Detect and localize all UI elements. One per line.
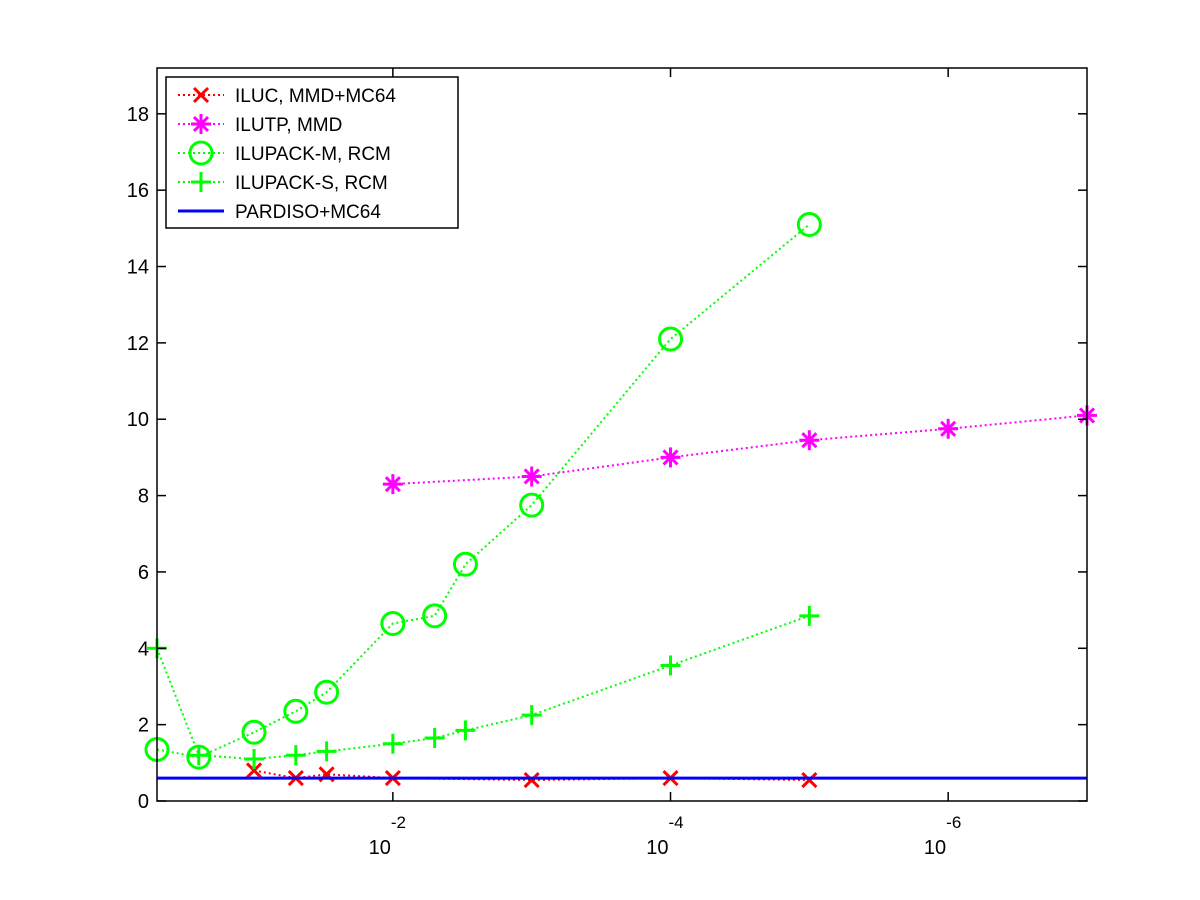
data-point xyxy=(799,605,820,626)
y-tick-label: 0 xyxy=(138,791,149,813)
y-tick-label: 16 xyxy=(127,180,149,202)
data-point xyxy=(285,745,306,766)
data-point xyxy=(314,679,340,705)
data-point xyxy=(521,705,542,726)
legend-entry: PARDISO+MC64 xyxy=(178,202,381,223)
y-tick-label: 8 xyxy=(138,486,149,508)
legend-marker xyxy=(188,140,214,166)
legend-marker xyxy=(191,114,211,134)
y-tick-label: 14 xyxy=(127,257,149,279)
marker-stroke xyxy=(523,771,540,789)
data-point xyxy=(241,719,267,745)
data-point xyxy=(521,466,542,487)
x-tick-label-base: 10 xyxy=(646,837,668,859)
legend-marker xyxy=(191,172,211,192)
marker-stroke xyxy=(662,449,679,466)
marker-stroke xyxy=(192,86,210,104)
y-tick-label: 2 xyxy=(138,715,149,737)
data-point xyxy=(316,741,337,762)
legend-entry: ILUTP, MMD xyxy=(178,114,342,136)
legend-label: ILUTP, MMD xyxy=(235,115,342,136)
y-tick-label: 4 xyxy=(138,638,149,660)
legend: ILUC, MMD+MC64 ILUTP, MMD ILUPACK-M, RCM IL… xyxy=(165,76,459,229)
data-point xyxy=(382,733,403,754)
legend-entry: ILUPACK-S, RCM xyxy=(178,172,388,194)
marker-stroke xyxy=(384,476,401,493)
data-point xyxy=(938,418,959,439)
legend-label: ILUPACK-S, RCM xyxy=(235,173,388,194)
legend-label: ILUC, MMD+MC64 xyxy=(235,86,396,107)
y-tick-label: 12 xyxy=(127,333,149,355)
series-2 xyxy=(382,405,1097,495)
x-tick-label-exponent: -4 xyxy=(669,813,684,832)
axes-box xyxy=(156,67,1088,802)
legend-entry: ILUC, MMD+MC64 xyxy=(178,86,396,107)
y-tick-label: 6 xyxy=(138,562,149,584)
legend-marker xyxy=(192,86,210,104)
series-line xyxy=(156,614,810,761)
series-layer xyxy=(144,212,1097,789)
x-tick-label-exponent: -6 xyxy=(946,813,961,832)
marker-stroke xyxy=(801,771,818,789)
data-point xyxy=(188,745,209,766)
data-point xyxy=(382,474,403,495)
y-tick-label: 10 xyxy=(127,409,149,431)
marker-stroke xyxy=(245,762,263,779)
marker-stroke xyxy=(801,432,818,449)
data-point xyxy=(799,430,820,451)
series-line xyxy=(392,414,1088,486)
data-point xyxy=(658,326,684,352)
data-point xyxy=(455,720,476,741)
legend-entry: ILUPACK-M, RCM xyxy=(178,140,391,166)
x-tick-label-base: 10 xyxy=(924,837,946,859)
x-tick-label-exponent: -2 xyxy=(391,813,406,832)
y-tick-label: 18 xyxy=(127,104,149,126)
marker-stroke xyxy=(940,420,957,437)
data-point xyxy=(660,655,681,676)
legend-label: ILUPACK-M, RCM xyxy=(235,144,391,165)
data-point xyxy=(245,762,263,779)
data-point xyxy=(283,698,309,724)
data-point xyxy=(424,728,445,749)
x-tick-label-base: 10 xyxy=(369,837,391,859)
data-point xyxy=(660,447,681,468)
data-point xyxy=(519,492,545,518)
data-point xyxy=(452,551,478,577)
data-point xyxy=(801,771,818,789)
marker-stroke xyxy=(523,468,540,485)
data-point xyxy=(796,212,822,238)
legend-label: PARDISO+MC64 xyxy=(235,202,381,223)
marker-stroke xyxy=(192,115,210,133)
data-point xyxy=(422,603,448,629)
data-point xyxy=(523,771,540,789)
series-line xyxy=(156,223,810,759)
data-point xyxy=(380,610,406,636)
data-point xyxy=(244,749,265,770)
